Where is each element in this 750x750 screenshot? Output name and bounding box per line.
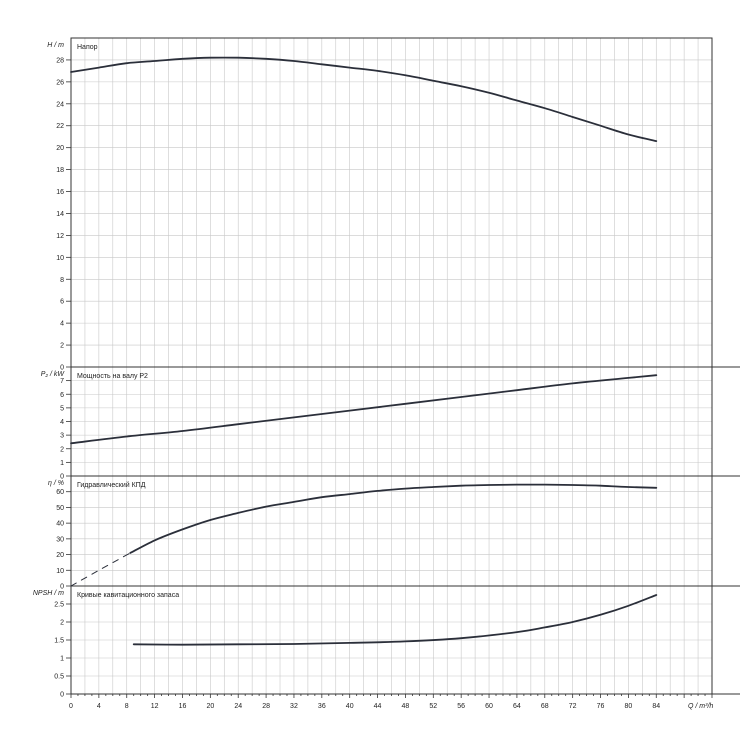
x-tick-label: 20 xyxy=(206,703,214,710)
head-curve xyxy=(70,56,658,142)
power-panel-title: Мощность на валу P2 xyxy=(77,373,148,380)
x-tick-label: 76 xyxy=(597,703,605,710)
head-y-tick-label: 8 xyxy=(60,277,64,284)
head-panel-title: Напор xyxy=(77,44,98,51)
x-tick-label: 52 xyxy=(429,703,437,710)
x-tick-label: 12 xyxy=(151,703,159,710)
efficiency-y-tick-label: 30 xyxy=(56,536,64,543)
head-y-tick-label: 10 xyxy=(56,255,64,262)
head-y-tick-label: 12 xyxy=(56,233,64,240)
npsh-y-tick-label: 2.5 xyxy=(54,602,64,609)
efficiency-y-tick-label: 0 xyxy=(60,584,64,591)
npsh-curve xyxy=(132,594,658,646)
x-tick-label: 44 xyxy=(374,703,382,710)
power-y-tick-label: 1 xyxy=(60,460,64,467)
x-tick-label: 32 xyxy=(290,703,298,710)
head-y-tick-label: 0 xyxy=(60,365,64,372)
labels-layer: 0 4 8 12 16 20 24 28 32 36 40 44 48 52 56 60 64 68 72 76 80 8… xyxy=(33,42,714,710)
efficiency-y-axis-label: η / % xyxy=(48,480,64,487)
head-y-tick-label: 4 xyxy=(60,321,64,328)
x-tick-label: 36 xyxy=(318,703,326,710)
head-y-tick-label: 18 xyxy=(56,167,64,174)
head-y-tick-label: 28 xyxy=(56,57,64,64)
x-tick-label: 68 xyxy=(541,703,549,710)
efficiency-panel-title: Гидравлический КПД xyxy=(77,481,146,489)
grid-layer xyxy=(70,38,713,695)
x-tick-label: 60 xyxy=(485,703,493,710)
head-y-tick-label: 20 xyxy=(56,145,64,152)
power-y-tick-label: 5 xyxy=(60,405,64,412)
x-tick-label: 4 xyxy=(97,703,101,710)
npsh-y-tick-label: 1 xyxy=(60,656,64,663)
head-y-tick-label: 14 xyxy=(56,211,64,218)
x-tick-label: 16 xyxy=(179,703,187,710)
npsh-panel-title: Кривые кавитационного запаса xyxy=(77,592,179,599)
x-tick-label: 40 xyxy=(346,703,354,710)
x-tick-label: 48 xyxy=(402,703,410,710)
npsh-y-tick-label: 2 xyxy=(60,620,64,627)
efficiency-y-tick-label: 20 xyxy=(56,552,64,559)
npsh-y-tick-label: 0 xyxy=(60,692,64,699)
power-y-tick-label: 4 xyxy=(60,419,64,426)
npsh-y-tick-label: 1.5 xyxy=(54,638,64,645)
x-tick-label: 28 xyxy=(262,703,270,710)
npsh-y-tick-label: 0.5 xyxy=(54,674,64,681)
efficiency-y-tick-label: 40 xyxy=(56,521,64,528)
x-tick-label: 72 xyxy=(569,703,577,710)
efficiency-y-tick-label: 60 xyxy=(56,489,64,496)
efficiency-y-tick-label: 50 xyxy=(56,505,64,512)
efficiency-curve xyxy=(129,483,658,554)
power-y-tick-label: 2 xyxy=(60,446,64,453)
power-y-tick-label: 7 xyxy=(60,378,64,385)
x-tick-label: 64 xyxy=(513,703,521,710)
efficiency-y-tick-label: 10 xyxy=(56,568,64,575)
head-y-axis-label: H / m xyxy=(47,42,64,49)
x-tick-label: 8 xyxy=(125,703,129,710)
head-y-tick-label: 16 xyxy=(56,189,64,196)
head-y-tick-label: 24 xyxy=(56,101,64,108)
head-y-tick-label: 6 xyxy=(60,299,64,306)
curves-layer xyxy=(70,56,658,646)
power-y-tick-label: 3 xyxy=(60,433,64,440)
x-tick-label: 80 xyxy=(624,703,632,710)
axes-layer xyxy=(66,37,740,698)
power-y-axis-label: P₂ / kW xyxy=(41,371,66,378)
efficiency-curve-dashed xyxy=(70,552,131,587)
power-y-tick-label: 0 xyxy=(60,474,64,481)
x-axis-label: Q / m³/h xyxy=(688,703,713,710)
head-y-tick-label: 22 xyxy=(56,123,64,130)
head-y-tick-label: 26 xyxy=(56,79,64,86)
x-tick-label: 84 xyxy=(652,703,660,710)
power-curve xyxy=(70,374,658,445)
head-y-tick-label: 2 xyxy=(60,343,64,350)
x-tick-label: 24 xyxy=(234,703,242,710)
npsh-y-axis-label: NPSH / m xyxy=(33,590,64,597)
x-tick-label: 0 xyxy=(69,703,73,710)
x-tick-label: 56 xyxy=(457,703,465,710)
power-y-tick-label: 6 xyxy=(60,392,64,399)
